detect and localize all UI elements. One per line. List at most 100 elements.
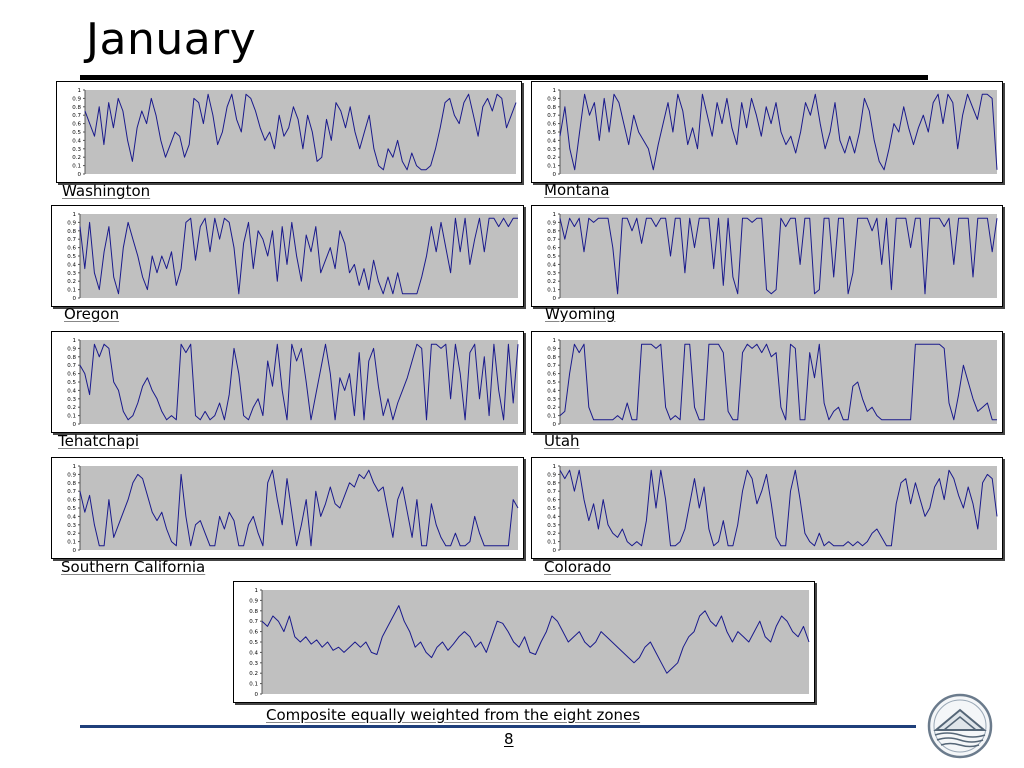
y-tick-label: 0.1 (67, 540, 76, 546)
chart-label-utah: Utah (544, 432, 580, 450)
y-tick-label: 0.6 (547, 122, 556, 128)
series-line (261, 605, 810, 674)
chart-panel-washington: 1 0.9 0.8 0.7 0.6 0.5 0.4 0.3 0.2 0.1 0 (56, 81, 522, 183)
y-tick-label: 0.7 (547, 237, 556, 243)
y-tick-label: 1 (73, 464, 77, 470)
y-tick-label: 0.2 (67, 531, 76, 537)
y-tick-label: 0.8 (67, 355, 76, 361)
y-tick-label: 0.2 (547, 279, 556, 285)
y-tick-label: 0.7 (67, 237, 76, 243)
y-tick-label: 0.5 (547, 380, 556, 386)
chart-label-tehatchapi: Tehatchapi (58, 432, 140, 450)
y-tick-label: 0.9 (547, 472, 556, 478)
y-tick-label: 0.9 (67, 346, 76, 352)
y-tick-label: 0.3 (547, 523, 556, 529)
y-tick-label: 1 (255, 588, 259, 594)
y-tick-label: 0.1 (249, 682, 258, 688)
y-tick-label: 0.1 (547, 414, 556, 420)
line-chart-wyoming: 1 0.9 0.8 0.7 0.6 0.5 0.4 0.3 0.2 0.1 0 (547, 212, 998, 302)
chart-panel-oregon: 1 0.9 0.8 0.7 0.6 0.5 0.4 0.3 0.2 0.1 0 (51, 205, 524, 307)
title-divider (80, 75, 928, 80)
y-tick-label: 0.2 (547, 531, 556, 537)
y-tick-label: 0 (78, 172, 82, 178)
y-tick-label: 0.7 (547, 489, 556, 495)
y-tick-label: 0.5 (67, 506, 76, 512)
y-tick-label: 0.5 (67, 254, 76, 260)
y-tick-label: 0.5 (547, 254, 556, 260)
line-chart-oregon: 1 0.9 0.8 0.7 0.6 0.5 0.4 0.3 0.2 0.1 0 (67, 212, 518, 302)
chart-panel-montana: 1 0.9 0.8 0.7 0.6 0.5 0.4 0.3 0.2 0.1 0 (531, 81, 1003, 183)
plot-area (80, 214, 518, 298)
y-tick-label: 0.2 (72, 155, 81, 161)
y-tick-label: 0.9 (72, 96, 81, 102)
y-tick-label: 0.5 (67, 380, 76, 386)
chart-label-washington: Washington (62, 182, 151, 200)
chart-panel-wyoming: 1 0.9 0.8 0.7 0.6 0.5 0.4 0.3 0.2 0.1 0 (531, 205, 1003, 307)
series-line (559, 93, 998, 171)
y-tick-label: 0.2 (67, 279, 76, 285)
y-tick-label: 0 (73, 422, 77, 428)
y-tick-label: 0.3 (67, 523, 76, 529)
line-chart-composite-equally-weighted-from-the-eight-zones: 1 0.9 0.8 0.7 0.6 0.5 0.4 0.3 0.2 0.1 0 (249, 588, 810, 698)
y-tick-label: 0.8 (249, 609, 258, 615)
chart-label-montana: Montana (544, 181, 610, 199)
y-tick-label: 0.7 (72, 113, 81, 119)
series-line (79, 469, 519, 547)
y-tick-label: 0.7 (67, 363, 76, 369)
y-tick-label: 0.6 (67, 246, 76, 252)
series-line (559, 343, 997, 421)
y-tick-label: 0.7 (249, 619, 258, 625)
y-tick-label: 0.4 (67, 388, 76, 394)
y-tick-label: 1 (73, 212, 77, 218)
y-tick-label: 0.3 (72, 147, 81, 153)
y-tick-label: 0.4 (72, 138, 81, 144)
y-tick-label: 0.2 (547, 405, 556, 411)
y-tick-label: 0.7 (547, 113, 556, 119)
plot-area (560, 466, 997, 550)
y-tick-label: 0.3 (249, 661, 258, 667)
chart-panel-colorado: 1 0.9 0.8 0.7 0.6 0.5 0.4 0.3 0.2 0.1 0 (531, 457, 1003, 559)
y-tick-label: 0 (553, 422, 557, 428)
y-tick-label: 0.6 (249, 630, 258, 636)
y-tick-label: 0.4 (67, 262, 76, 268)
y-tick-label: 0.4 (547, 514, 556, 520)
y-tick-label: 0.3 (67, 397, 76, 403)
y-tick-label: 0.7 (67, 489, 76, 495)
y-tick-label: 0.5 (72, 130, 81, 136)
y-tick-label: 0.1 (547, 540, 556, 546)
y-tick-label: 1 (553, 88, 557, 94)
series-line (84, 93, 517, 171)
series-line (79, 217, 518, 295)
chart-panel-southern-california: 1 0.9 0.8 0.7 0.6 0.5 0.4 0.3 0.2 0.1 0 (51, 457, 524, 559)
chart-label-southern-california: Southern California (61, 558, 206, 576)
y-tick-label: 0.9 (67, 472, 76, 478)
plot-area (560, 90, 997, 174)
y-tick-label: 0.5 (547, 130, 556, 136)
y-tick-label: 0 (73, 548, 77, 554)
y-tick-label: 0.5 (249, 640, 258, 646)
y-tick-label: 1 (553, 212, 557, 218)
line-chart-montana: 1 0.9 0.8 0.7 0.6 0.5 0.4 0.3 0.2 0.1 0 (547, 88, 998, 178)
y-tick-label: 0.8 (547, 481, 556, 487)
y-tick-label: 0.4 (547, 262, 556, 268)
y-tick-label: 0.4 (547, 388, 556, 394)
y-tick-label: 0.4 (547, 138, 556, 144)
y-tick-label: 0.7 (547, 363, 556, 369)
line-chart-colorado: 1 0.9 0.8 0.7 0.6 0.5 0.4 0.3 0.2 0.1 0 (547, 464, 998, 554)
y-tick-label: 0.3 (67, 271, 76, 277)
y-tick-label: 0.1 (547, 164, 556, 170)
y-tick-label: 1 (73, 338, 77, 344)
y-tick-label: 0 (553, 296, 557, 302)
y-tick-label: 1 (553, 338, 557, 344)
slide-title: January (86, 14, 257, 65)
y-tick-label: 0 (73, 296, 77, 302)
y-tick-label: 0.5 (547, 506, 556, 512)
y-tick-label: 0.9 (67, 220, 76, 226)
y-tick-label: 0.8 (547, 355, 556, 361)
line-chart-southern-california: 1 0.9 0.8 0.7 0.6 0.5 0.4 0.3 0.2 0.1 0 (67, 464, 519, 554)
y-tick-label: 0.9 (547, 346, 556, 352)
y-tick-label: 0.6 (67, 372, 76, 378)
y-tick-label: 0 (255, 692, 259, 698)
y-tick-label: 0.9 (249, 598, 258, 604)
y-tick-label: 0.8 (72, 105, 81, 111)
